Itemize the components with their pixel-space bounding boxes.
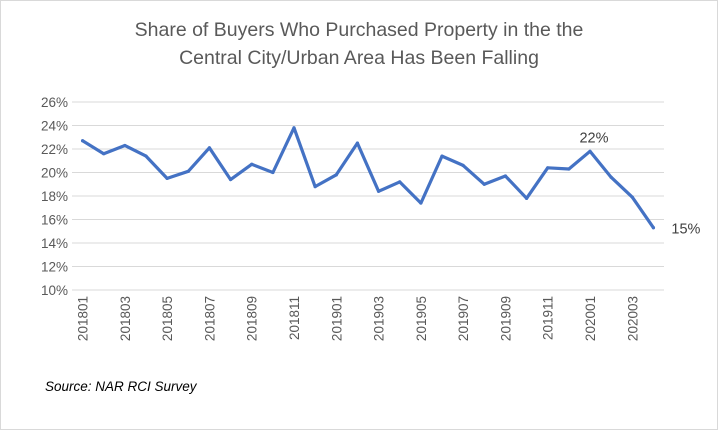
data-point: [228, 177, 233, 182]
data-point: [440, 154, 444, 158]
x-tick-label: 201903: [372, 296, 387, 341]
data-point: [376, 189, 381, 193]
data-point: [144, 154, 148, 158]
data-point: [503, 174, 508, 178]
data-label: 22%: [579, 130, 608, 146]
x-tick-label: 201801: [76, 296, 91, 341]
data-point: [651, 226, 656, 230]
data-point: [567, 167, 571, 171]
data-point: [250, 162, 254, 166]
y-tick-label: 26%: [41, 95, 68, 110]
data-point: [461, 163, 465, 168]
data-point: [398, 180, 402, 184]
data-point: [186, 169, 190, 173]
y-tick-label: 14%: [41, 236, 68, 251]
x-tick-label: 201907: [456, 296, 471, 341]
x-tick-label: 201901: [329, 296, 344, 341]
source-note: Source: NAR RCI Survey: [45, 379, 197, 394]
data-point: [482, 182, 486, 186]
x-tick-label: 202003: [625, 296, 640, 341]
x-tick-label: 201809: [245, 296, 260, 341]
y-tick-label: 22%: [41, 142, 68, 157]
chart-title-line-1: Share of Buyers Who Purchased Property i…: [134, 19, 584, 41]
data-point: [102, 152, 106, 156]
data-point: [313, 185, 317, 189]
y-tick-label: 20%: [41, 166, 68, 181]
data-point: [165, 176, 169, 180]
x-tick-label: 201905: [414, 296, 429, 341]
x-tick-label: 201909: [498, 296, 513, 341]
y-tick-label: 18%: [41, 189, 68, 204]
series-line: [80, 126, 656, 230]
data-point: [355, 141, 360, 145]
y-tick-label: 16%: [41, 213, 68, 228]
data-point: [588, 149, 592, 153]
data-label: 15%: [671, 222, 700, 238]
data-point: [546, 166, 550, 170]
chart-title-line-2: Central City/Urban Area Has Been Falling: [179, 47, 539, 69]
data-point: [292, 126, 296, 130]
data-point: [524, 196, 529, 200]
x-tick-label: 201811: [287, 296, 302, 340]
x-tick-label: 201805: [160, 296, 175, 341]
data-point: [80, 139, 85, 143]
data-point: [419, 201, 423, 205]
x-tick-label: 202001: [583, 296, 598, 341]
data-point: [334, 173, 338, 177]
x-tick-label: 201803: [118, 296, 133, 341]
data-point: [630, 195, 634, 199]
y-tick-label: 24%: [41, 119, 68, 134]
y-tick-label: 12%: [41, 260, 68, 275]
data-point: [123, 143, 127, 148]
x-tick-label: 201807: [202, 296, 217, 341]
data-point: [609, 175, 613, 179]
x-tick-label: 201911: [541, 296, 556, 340]
data-point: [271, 170, 275, 175]
data-point: [207, 146, 212, 150]
y-tick-label: 10%: [41, 283, 68, 298]
